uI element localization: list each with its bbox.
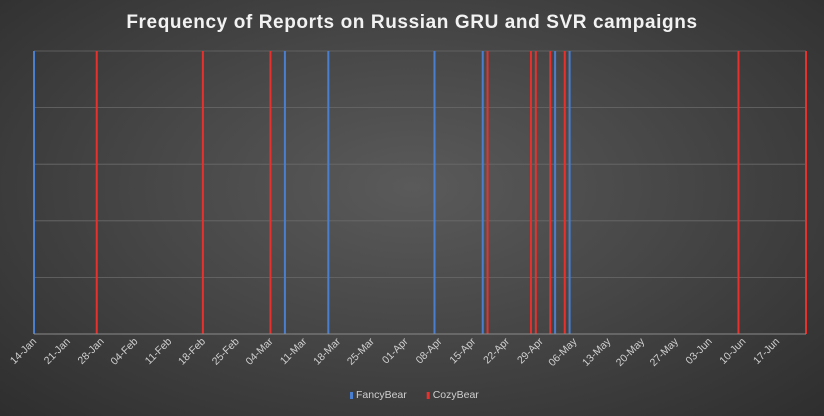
- bar-fancybear-2019-01-14: [33, 51, 35, 334]
- legend-label-cozybear: CozyBear: [433, 389, 480, 401]
- x-tick-label: 20-May: [614, 335, 648, 369]
- x-tick-label: 25-Feb: [210, 336, 242, 368]
- x-tick-label: 22-Apr: [481, 335, 512, 366]
- bar-cozybear-2019-02-18: [201, 51, 204, 334]
- bar-fancybear-2019-04-17: [481, 51, 484, 334]
- x-tick-label: 06-May: [546, 335, 580, 369]
- bar-cozybear-2019-06-23: [805, 51, 807, 334]
- series-cozybear: [95, 51, 807, 334]
- x-tick-label: 04-Feb: [108, 336, 140, 368]
- bar-fancybear-2019-05-05: [568, 51, 571, 334]
- bar-fancybear-2019-04-07: [433, 51, 436, 334]
- x-tick-label: 18-Feb: [176, 336, 208, 368]
- legend-swatch-fancybear: [350, 392, 353, 399]
- x-tick-label: 14-Jan: [8, 336, 39, 367]
- plot-bars: [33, 51, 807, 334]
- bar-cozybear-2019-03-04: [269, 51, 272, 334]
- x-tick-label: 15-Apr: [447, 335, 478, 366]
- bar-cozybear-2019-06-09: [737, 51, 740, 334]
- legend-label-fancybear: FancyBear: [356, 389, 407, 401]
- x-axis-tick-labels: 14-Jan 21-Jan 28-Jan 04-Feb 11-Feb 18-Feb 25-F…: [8, 335, 782, 369]
- legend-swatch-cozybear: [426, 392, 430, 399]
- gridlines: [34, 50, 806, 278]
- bar-cozybear-2019-04-18: [486, 51, 489, 334]
- chart-title: Frequency of Reports on Russian GRU and …: [126, 12, 697, 33]
- x-tick-label: 25-Mar: [345, 335, 377, 367]
- x-tick-label: 28-Jan: [75, 336, 106, 367]
- x-tick-label: 04-Mar: [244, 335, 276, 367]
- legend: FancyBear CozyBear: [350, 389, 479, 401]
- x-tick-label: 21-Jan: [42, 336, 73, 367]
- x-tick-label: 29-Apr: [515, 335, 546, 366]
- x-tick-label: 13-May: [580, 335, 614, 369]
- x-tick-label: 17-Jun: [751, 336, 782, 367]
- x-tick-label: 18-Mar: [311, 335, 343, 367]
- x-tick-label: 10-Jun: [717, 336, 748, 367]
- bar-cozybear-2019-05-01: [549, 51, 552, 334]
- series-fancybear: [33, 51, 571, 334]
- bar-fancybear-2019-03-16: [327, 51, 330, 334]
- x-tick-label: 03-Jun: [683, 336, 714, 367]
- bar-cozybear-2019-05-04: [563, 51, 566, 334]
- x-tick-label: 27-May: [648, 335, 682, 369]
- x-tick-label: 11-Mar: [278, 335, 310, 367]
- x-tick-label: 08-Apr: [414, 335, 445, 366]
- bar-cozybear-2019-04-27: [529, 51, 532, 334]
- bar-fancybear-2019-03-07: [283, 51, 286, 334]
- bar-cozybear-2019-01-27: [95, 51, 98, 334]
- bar-cozybear-2019-04-28: [534, 51, 537, 334]
- x-tick-label: 11-Feb: [143, 336, 175, 368]
- x-tick-label: 01-Apr: [380, 335, 411, 366]
- bar-fancybear-2019-05-02: [554, 51, 557, 334]
